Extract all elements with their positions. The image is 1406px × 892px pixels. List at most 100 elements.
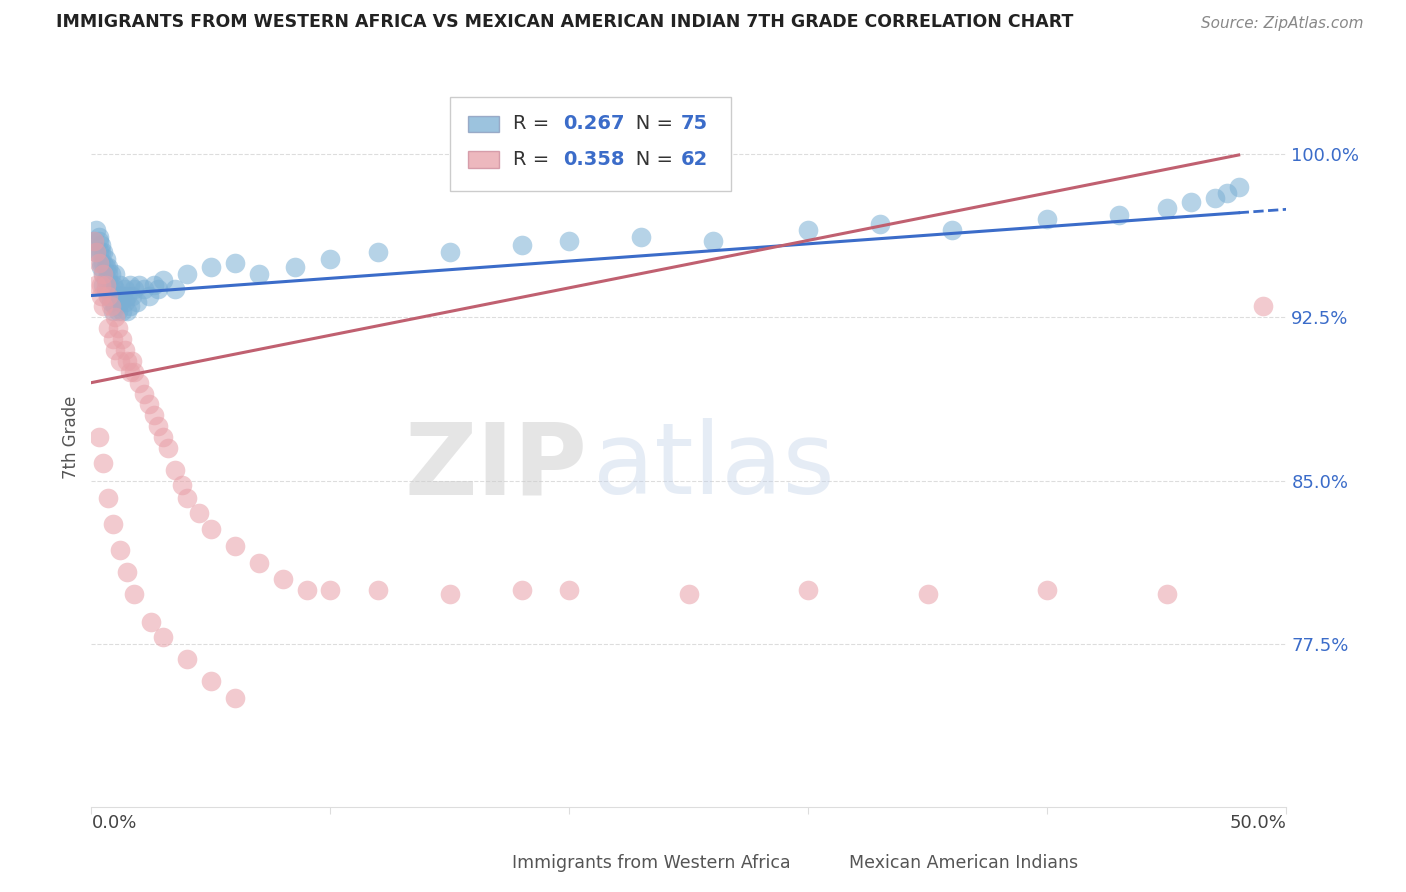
Point [558, 234, 581, 248]
Text: N =: N = [617, 150, 679, 169]
Point [118, 300, 141, 314]
Text: Source: ZipAtlas.com: Source: ZipAtlas.com [1201, 16, 1364, 31]
Point [90, 260, 112, 275]
Point [187, 506, 211, 520]
Point [630, 229, 652, 244]
Point [97, 321, 120, 335]
Point [118, 277, 141, 292]
Point [141, 615, 162, 629]
Point [90, 288, 112, 302]
Point [101, 303, 124, 318]
Point [104, 310, 127, 325]
Point [156, 441, 179, 455]
Point [100, 300, 122, 314]
Point [94, 282, 117, 296]
Point [84, 245, 107, 260]
Point [90, 245, 112, 260]
Point [101, 277, 124, 292]
Point [271, 572, 294, 586]
Point [224, 256, 246, 270]
Point [83, 234, 105, 248]
Point [1180, 194, 1202, 209]
Point [90, 256, 112, 270]
Point [200, 260, 222, 275]
Point [176, 652, 198, 666]
Text: Immigrants from Western Africa: Immigrants from Western Africa [512, 854, 790, 871]
Point [319, 582, 342, 597]
Point [152, 430, 174, 444]
Bar [808, 855, 837, 871]
Point [142, 277, 165, 292]
Point [104, 300, 127, 314]
Point [124, 282, 146, 296]
Point [87, 430, 110, 444]
Point [1036, 582, 1059, 597]
Point [224, 691, 246, 706]
Point [869, 217, 891, 231]
Point [172, 478, 194, 492]
Point [108, 543, 131, 558]
Point [176, 491, 198, 505]
Point [138, 288, 160, 302]
Point [128, 376, 150, 390]
Point [94, 260, 117, 275]
Point [114, 343, 136, 357]
Point [132, 386, 155, 401]
Point [108, 295, 131, 310]
Point [367, 582, 389, 597]
Point [84, 277, 107, 292]
Point [90, 238, 112, 252]
Point [125, 295, 148, 310]
Bar [468, 116, 499, 132]
Point [163, 282, 186, 296]
Point [200, 522, 222, 536]
Point [108, 277, 131, 292]
Point [295, 582, 318, 597]
Point [1156, 202, 1178, 216]
Point [367, 245, 389, 260]
Point [132, 282, 155, 296]
Point [797, 223, 820, 237]
Point [94, 273, 117, 287]
Point [128, 277, 150, 292]
Bar [468, 152, 499, 168]
Point [148, 282, 170, 296]
Point [247, 267, 270, 281]
Text: 0.358: 0.358 [564, 150, 624, 169]
Point [101, 288, 124, 302]
Text: R =: R = [513, 114, 555, 134]
Point [439, 245, 461, 260]
Point [1215, 186, 1237, 201]
Point [93, 300, 114, 314]
Point [97, 273, 120, 287]
Point [510, 238, 533, 252]
Point [917, 587, 939, 601]
Point [176, 267, 198, 281]
Point [100, 267, 122, 281]
Point [107, 288, 129, 302]
Point [152, 273, 174, 287]
Point [115, 303, 138, 318]
Point [200, 673, 222, 688]
Point [87, 234, 110, 248]
Point [93, 456, 114, 470]
Point [101, 332, 124, 346]
Point [84, 245, 107, 260]
Point [114, 282, 136, 296]
Point [93, 256, 114, 270]
Point [1036, 212, 1059, 227]
Point [319, 252, 342, 266]
Point [104, 343, 127, 357]
Point [93, 267, 114, 281]
Point [702, 234, 724, 248]
Point [83, 234, 105, 248]
Point [93, 267, 114, 281]
Text: IMMIGRANTS FROM WESTERN AFRICA VS MEXICAN AMERICAN INDIAN 7TH GRADE CORRELATION : IMMIGRANTS FROM WESTERN AFRICA VS MEXICA… [56, 13, 1074, 31]
Point [94, 252, 117, 266]
Point [284, 260, 307, 275]
Point [1156, 587, 1178, 601]
Point [558, 582, 581, 597]
Point [148, 419, 170, 434]
Point [224, 539, 246, 553]
Text: 62: 62 [681, 150, 707, 169]
